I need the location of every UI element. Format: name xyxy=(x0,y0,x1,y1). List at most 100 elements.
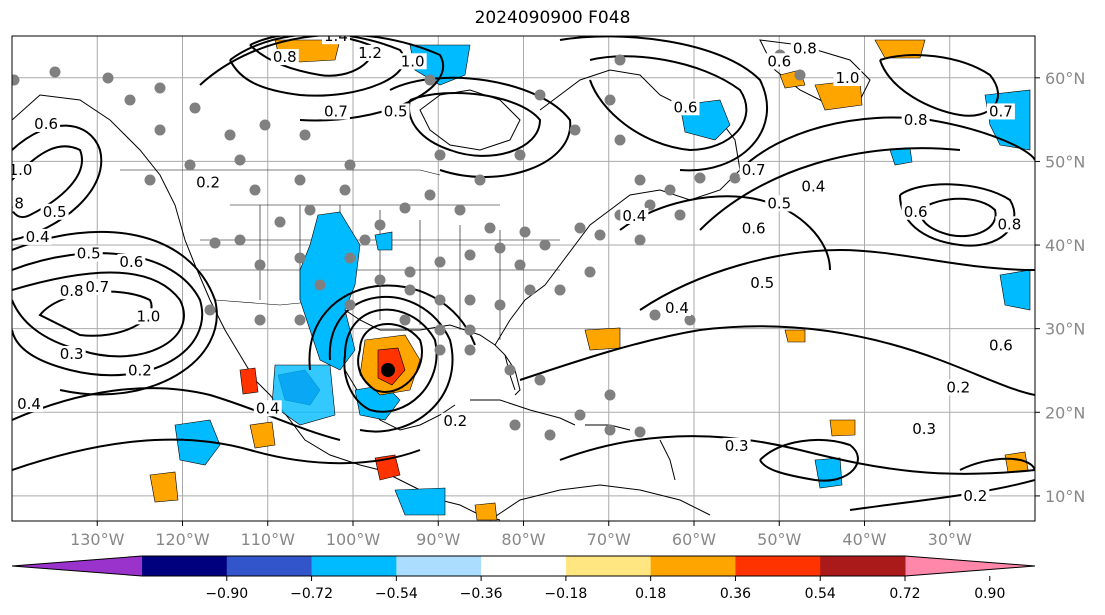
contour-label: 0.6 xyxy=(119,253,143,271)
contour-label-bg xyxy=(270,49,299,66)
station-dot xyxy=(454,204,466,216)
negative-anomaly-patch xyxy=(374,231,393,251)
contour-label: 0.7 xyxy=(324,102,348,120)
station-dot xyxy=(634,234,646,246)
station-dot xyxy=(604,389,616,401)
lat-label: 20°N xyxy=(1045,403,1085,422)
station-dot xyxy=(694,172,706,184)
colorbar-tick-label: −0.90 xyxy=(205,586,248,602)
contour-label: 0.2 xyxy=(946,378,970,396)
storm-center-marker xyxy=(381,363,395,377)
station-dot xyxy=(434,256,446,268)
lon-label: 90°W xyxy=(416,530,460,549)
contour-label: 0.6 xyxy=(742,220,766,238)
contour-label-bg xyxy=(833,69,862,86)
colorbar-segment xyxy=(311,556,397,576)
station-dot xyxy=(294,174,306,186)
station-dot xyxy=(204,304,216,316)
colorbar: −0.90 −0.72 −0.54 −0.36 −0.18 0.18 0.36 0.54 0.7… xyxy=(11,555,1036,602)
contour-label: 0.5 xyxy=(767,194,791,212)
contour-label: 0.3 xyxy=(912,420,936,438)
station-dot xyxy=(539,239,551,251)
contour-label-bg xyxy=(57,283,86,300)
contour-label-bg xyxy=(441,412,470,429)
station-dot xyxy=(684,314,696,326)
station-dot xyxy=(524,284,536,296)
colorbar-segment xyxy=(481,556,567,576)
station-dot xyxy=(434,149,446,161)
station-dot xyxy=(434,344,446,356)
contour-label: 0.7 xyxy=(85,278,109,296)
contour-label-bg xyxy=(671,99,700,116)
contour-label-bg xyxy=(910,421,939,438)
station-dot xyxy=(634,174,646,186)
contour-label: 0.4 xyxy=(17,395,41,413)
station-dot xyxy=(634,426,646,438)
shaded-anomalies xyxy=(149,39,1031,521)
contour-label-bg xyxy=(23,228,52,245)
station-dot xyxy=(224,129,236,141)
colorbar-segment xyxy=(820,556,906,576)
gulf-coast xyxy=(329,299,516,391)
contour-label: 0.6 xyxy=(989,337,1013,355)
station-dot xyxy=(464,249,476,261)
station-dot xyxy=(424,74,436,86)
lat-label: 30°N xyxy=(1045,320,1085,339)
contour-label: 0.6 xyxy=(767,52,791,70)
colorbar-tick-label: −0.18 xyxy=(544,586,587,602)
colorbar-extend-max xyxy=(905,556,1035,576)
east-coast xyxy=(494,69,741,346)
contour-label-bg xyxy=(995,216,1024,233)
station-dot xyxy=(274,216,286,228)
lat-label: 60°N xyxy=(1045,69,1085,88)
station-dot xyxy=(294,252,306,264)
station-dot xyxy=(644,199,656,211)
contour-label: 0.4 xyxy=(801,178,825,196)
contour-label: 0.5 xyxy=(384,102,408,120)
colorbar-tick-label: 0.90 xyxy=(974,586,1005,602)
lat-label: 50°N xyxy=(1045,152,1085,171)
contour-label: 0.5 xyxy=(43,203,67,221)
station-dot xyxy=(102,72,114,84)
station-dot xyxy=(154,82,166,94)
station-dot xyxy=(674,209,686,221)
station-dot xyxy=(209,237,221,249)
colorbar-tick-label: 0.72 xyxy=(889,586,920,602)
lon-label: 130°W xyxy=(70,530,125,549)
contour-label-bg xyxy=(961,488,990,505)
station-dot xyxy=(464,294,476,306)
station-dot xyxy=(234,154,246,166)
negative-anomaly-patch xyxy=(889,147,913,166)
station-dot xyxy=(729,172,741,184)
station-dot xyxy=(574,222,586,234)
station-dot xyxy=(614,134,626,146)
station-dot xyxy=(254,314,266,326)
station-dot xyxy=(604,94,616,106)
contour-label: 0.2 xyxy=(443,412,467,430)
lat-label: 40°N xyxy=(1045,236,1085,255)
contour-label-bg xyxy=(321,36,350,45)
contour-label: 0.2 xyxy=(196,174,220,192)
station-dot xyxy=(154,124,166,136)
contour-label-bg xyxy=(722,437,751,454)
contour-label: 0.4 xyxy=(665,299,689,317)
positive-anomaly-patch xyxy=(239,367,259,395)
station-dot xyxy=(189,102,201,114)
station-dot xyxy=(374,274,386,286)
station-dot xyxy=(124,94,136,106)
station-dot xyxy=(49,66,61,78)
south-america-coast xyxy=(489,484,711,521)
station-dot xyxy=(344,159,356,171)
station-dots xyxy=(12,49,806,441)
station-dot xyxy=(514,259,526,271)
contour-label-bg xyxy=(134,308,163,325)
station-dot xyxy=(374,219,386,231)
contour-label-bg xyxy=(15,396,44,413)
contour-label-bg xyxy=(194,174,223,191)
longitude-labels: 130°W 120°W 110°W 100°W 90°W 80°W 70°W 60°W 50°W… xyxy=(70,521,972,549)
station-dot xyxy=(294,314,306,326)
station-dot xyxy=(494,242,506,254)
contour-label-bg xyxy=(12,161,35,178)
colorbar-tick-label: −0.72 xyxy=(290,586,333,602)
